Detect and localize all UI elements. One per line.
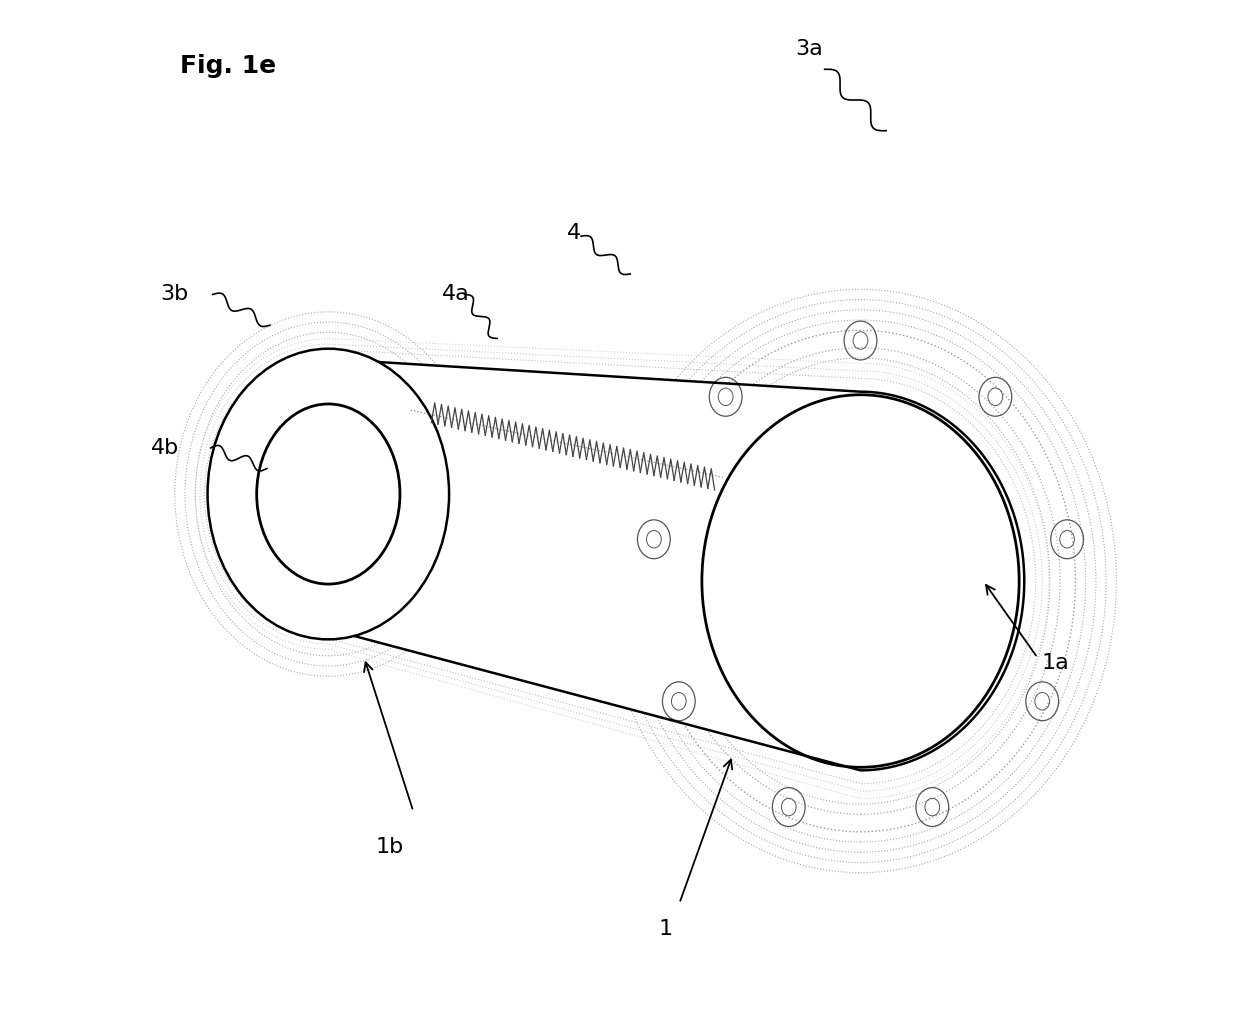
- Text: 1b: 1b: [376, 838, 404, 857]
- Text: Fig. 1e: Fig. 1e: [180, 54, 277, 78]
- Text: 3b: 3b: [161, 284, 188, 305]
- Text: 1a: 1a: [1042, 652, 1069, 673]
- Text: 4b: 4b: [150, 438, 179, 458]
- Ellipse shape: [702, 395, 1019, 768]
- Text: 4a: 4a: [443, 284, 470, 305]
- Text: 4: 4: [567, 223, 582, 243]
- Text: 1: 1: [658, 919, 673, 939]
- Text: 3a: 3a: [796, 39, 823, 59]
- Ellipse shape: [207, 349, 449, 639]
- Ellipse shape: [257, 404, 401, 584]
- Polygon shape: [213, 359, 1024, 771]
